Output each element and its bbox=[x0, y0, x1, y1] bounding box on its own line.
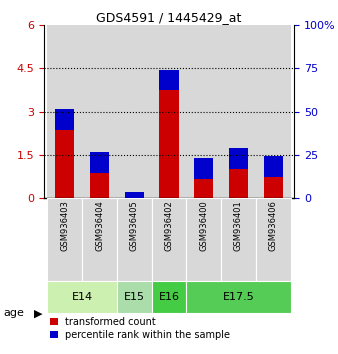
Bar bbox=[47, 25, 82, 198]
Text: GSM936405: GSM936405 bbox=[130, 200, 139, 251]
Bar bbox=[90, 152, 109, 198]
Text: E14: E14 bbox=[72, 292, 93, 302]
Bar bbox=[117, 25, 152, 198]
Bar bbox=[256, 25, 291, 198]
FancyBboxPatch shape bbox=[152, 281, 186, 313]
FancyBboxPatch shape bbox=[152, 198, 186, 281]
Text: GSM936400: GSM936400 bbox=[199, 200, 208, 251]
Bar bbox=[264, 156, 283, 198]
FancyBboxPatch shape bbox=[117, 198, 152, 281]
FancyBboxPatch shape bbox=[47, 198, 82, 281]
Text: E16: E16 bbox=[159, 292, 179, 302]
Bar bbox=[160, 70, 178, 198]
Bar bbox=[125, 192, 144, 198]
Bar bbox=[55, 109, 74, 198]
Bar bbox=[90, 152, 109, 173]
Bar bbox=[82, 25, 117, 198]
Bar bbox=[160, 70, 178, 91]
Bar bbox=[55, 109, 74, 130]
Bar bbox=[194, 159, 213, 198]
Text: GSM936404: GSM936404 bbox=[95, 200, 104, 251]
Bar bbox=[229, 148, 248, 169]
FancyBboxPatch shape bbox=[117, 281, 152, 313]
FancyBboxPatch shape bbox=[47, 281, 117, 313]
Text: age: age bbox=[3, 308, 24, 318]
Bar bbox=[221, 25, 256, 198]
Bar bbox=[264, 156, 283, 177]
FancyBboxPatch shape bbox=[186, 198, 221, 281]
Text: GSM936401: GSM936401 bbox=[234, 200, 243, 251]
Bar bbox=[125, 192, 144, 213]
FancyBboxPatch shape bbox=[186, 281, 291, 313]
Title: GDS4591 / 1445429_at: GDS4591 / 1445429_at bbox=[96, 11, 242, 24]
Text: ▶: ▶ bbox=[34, 308, 42, 318]
Bar bbox=[152, 25, 186, 198]
Text: E15: E15 bbox=[124, 292, 145, 302]
FancyBboxPatch shape bbox=[256, 198, 291, 281]
FancyBboxPatch shape bbox=[82, 198, 117, 281]
Text: GSM936406: GSM936406 bbox=[269, 200, 278, 251]
Bar bbox=[229, 148, 248, 198]
FancyBboxPatch shape bbox=[221, 198, 256, 281]
Text: GSM936403: GSM936403 bbox=[60, 200, 69, 251]
Legend: transformed count, percentile rank within the sample: transformed count, percentile rank withi… bbox=[49, 316, 231, 341]
Text: GSM936402: GSM936402 bbox=[165, 200, 173, 251]
Bar bbox=[194, 159, 213, 179]
Text: E17.5: E17.5 bbox=[223, 292, 255, 302]
Bar bbox=[186, 25, 221, 198]
